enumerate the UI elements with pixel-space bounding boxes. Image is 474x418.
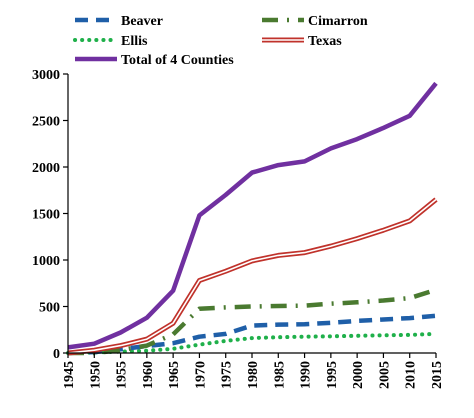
legend-item-ellis: Ellis xyxy=(73,34,148,49)
legend-label: Texas xyxy=(308,34,342,49)
legend-label: Ellis xyxy=(121,34,148,49)
legend-item-total-of-4-counties: Total of 4 Counties xyxy=(75,53,234,68)
x-tick-label: 1965 xyxy=(167,361,182,389)
x-tick-label: 1960 xyxy=(141,361,156,389)
x-axis-ticks: 1945 1950 1955 1960 1965 1970 1975 1980 1985 1990… xyxy=(62,353,445,389)
x-tick-label: 2015 xyxy=(430,361,445,389)
y-tick-label: 3000 xyxy=(32,68,60,83)
y-tick-label: 1500 xyxy=(32,208,60,223)
x-tick-label: 1985 xyxy=(272,361,287,389)
series-cimarron xyxy=(68,287,437,356)
legend-label: Cimarron xyxy=(308,14,368,29)
x-tick-label: 2010 xyxy=(404,361,419,389)
series-total-of-4-counties xyxy=(67,81,438,350)
legend-label: Total of 4 Counties xyxy=(121,53,234,68)
series-layer xyxy=(66,81,438,356)
series-line xyxy=(68,287,437,356)
y-tick-label: 2500 xyxy=(32,115,60,130)
x-tick-label: 2005 xyxy=(377,361,392,389)
series-texas xyxy=(67,197,438,356)
x-tick-label: 1945 xyxy=(62,361,77,389)
y-axis-ticks: 0 500 1000 1500 2000 2500 3000 xyxy=(32,68,68,362)
x-tick-label: 1995 xyxy=(325,361,340,389)
y-tick-label: 500 xyxy=(39,301,60,316)
legend-item-cimarron: Cimarron xyxy=(262,14,368,29)
x-tick-label: 2000 xyxy=(351,361,366,389)
x-tick-label: 1955 xyxy=(115,361,130,389)
series-line xyxy=(67,81,438,350)
series-line xyxy=(66,331,438,355)
series-line-inner xyxy=(67,198,437,354)
legend: Beaver Cimarron Ellis Texas Total of 4 Count… xyxy=(73,14,368,68)
x-tick-label: 1950 xyxy=(88,361,103,389)
y-tick-label: 2000 xyxy=(32,161,60,176)
axes xyxy=(67,74,436,354)
x-tick-label: 1975 xyxy=(220,361,235,389)
legend-label: Beaver xyxy=(121,14,163,29)
y-tick-label: 1000 xyxy=(32,254,60,269)
y-tick-label: 0 xyxy=(53,347,60,362)
legend-item-texas: Texas xyxy=(262,34,342,49)
x-tick-label: 1990 xyxy=(299,361,314,389)
legend-item-beaver: Beaver xyxy=(75,14,163,29)
x-tick-label: 1970 xyxy=(193,361,208,389)
x-tick-label: 1980 xyxy=(246,361,261,389)
series-ellis xyxy=(66,331,438,355)
